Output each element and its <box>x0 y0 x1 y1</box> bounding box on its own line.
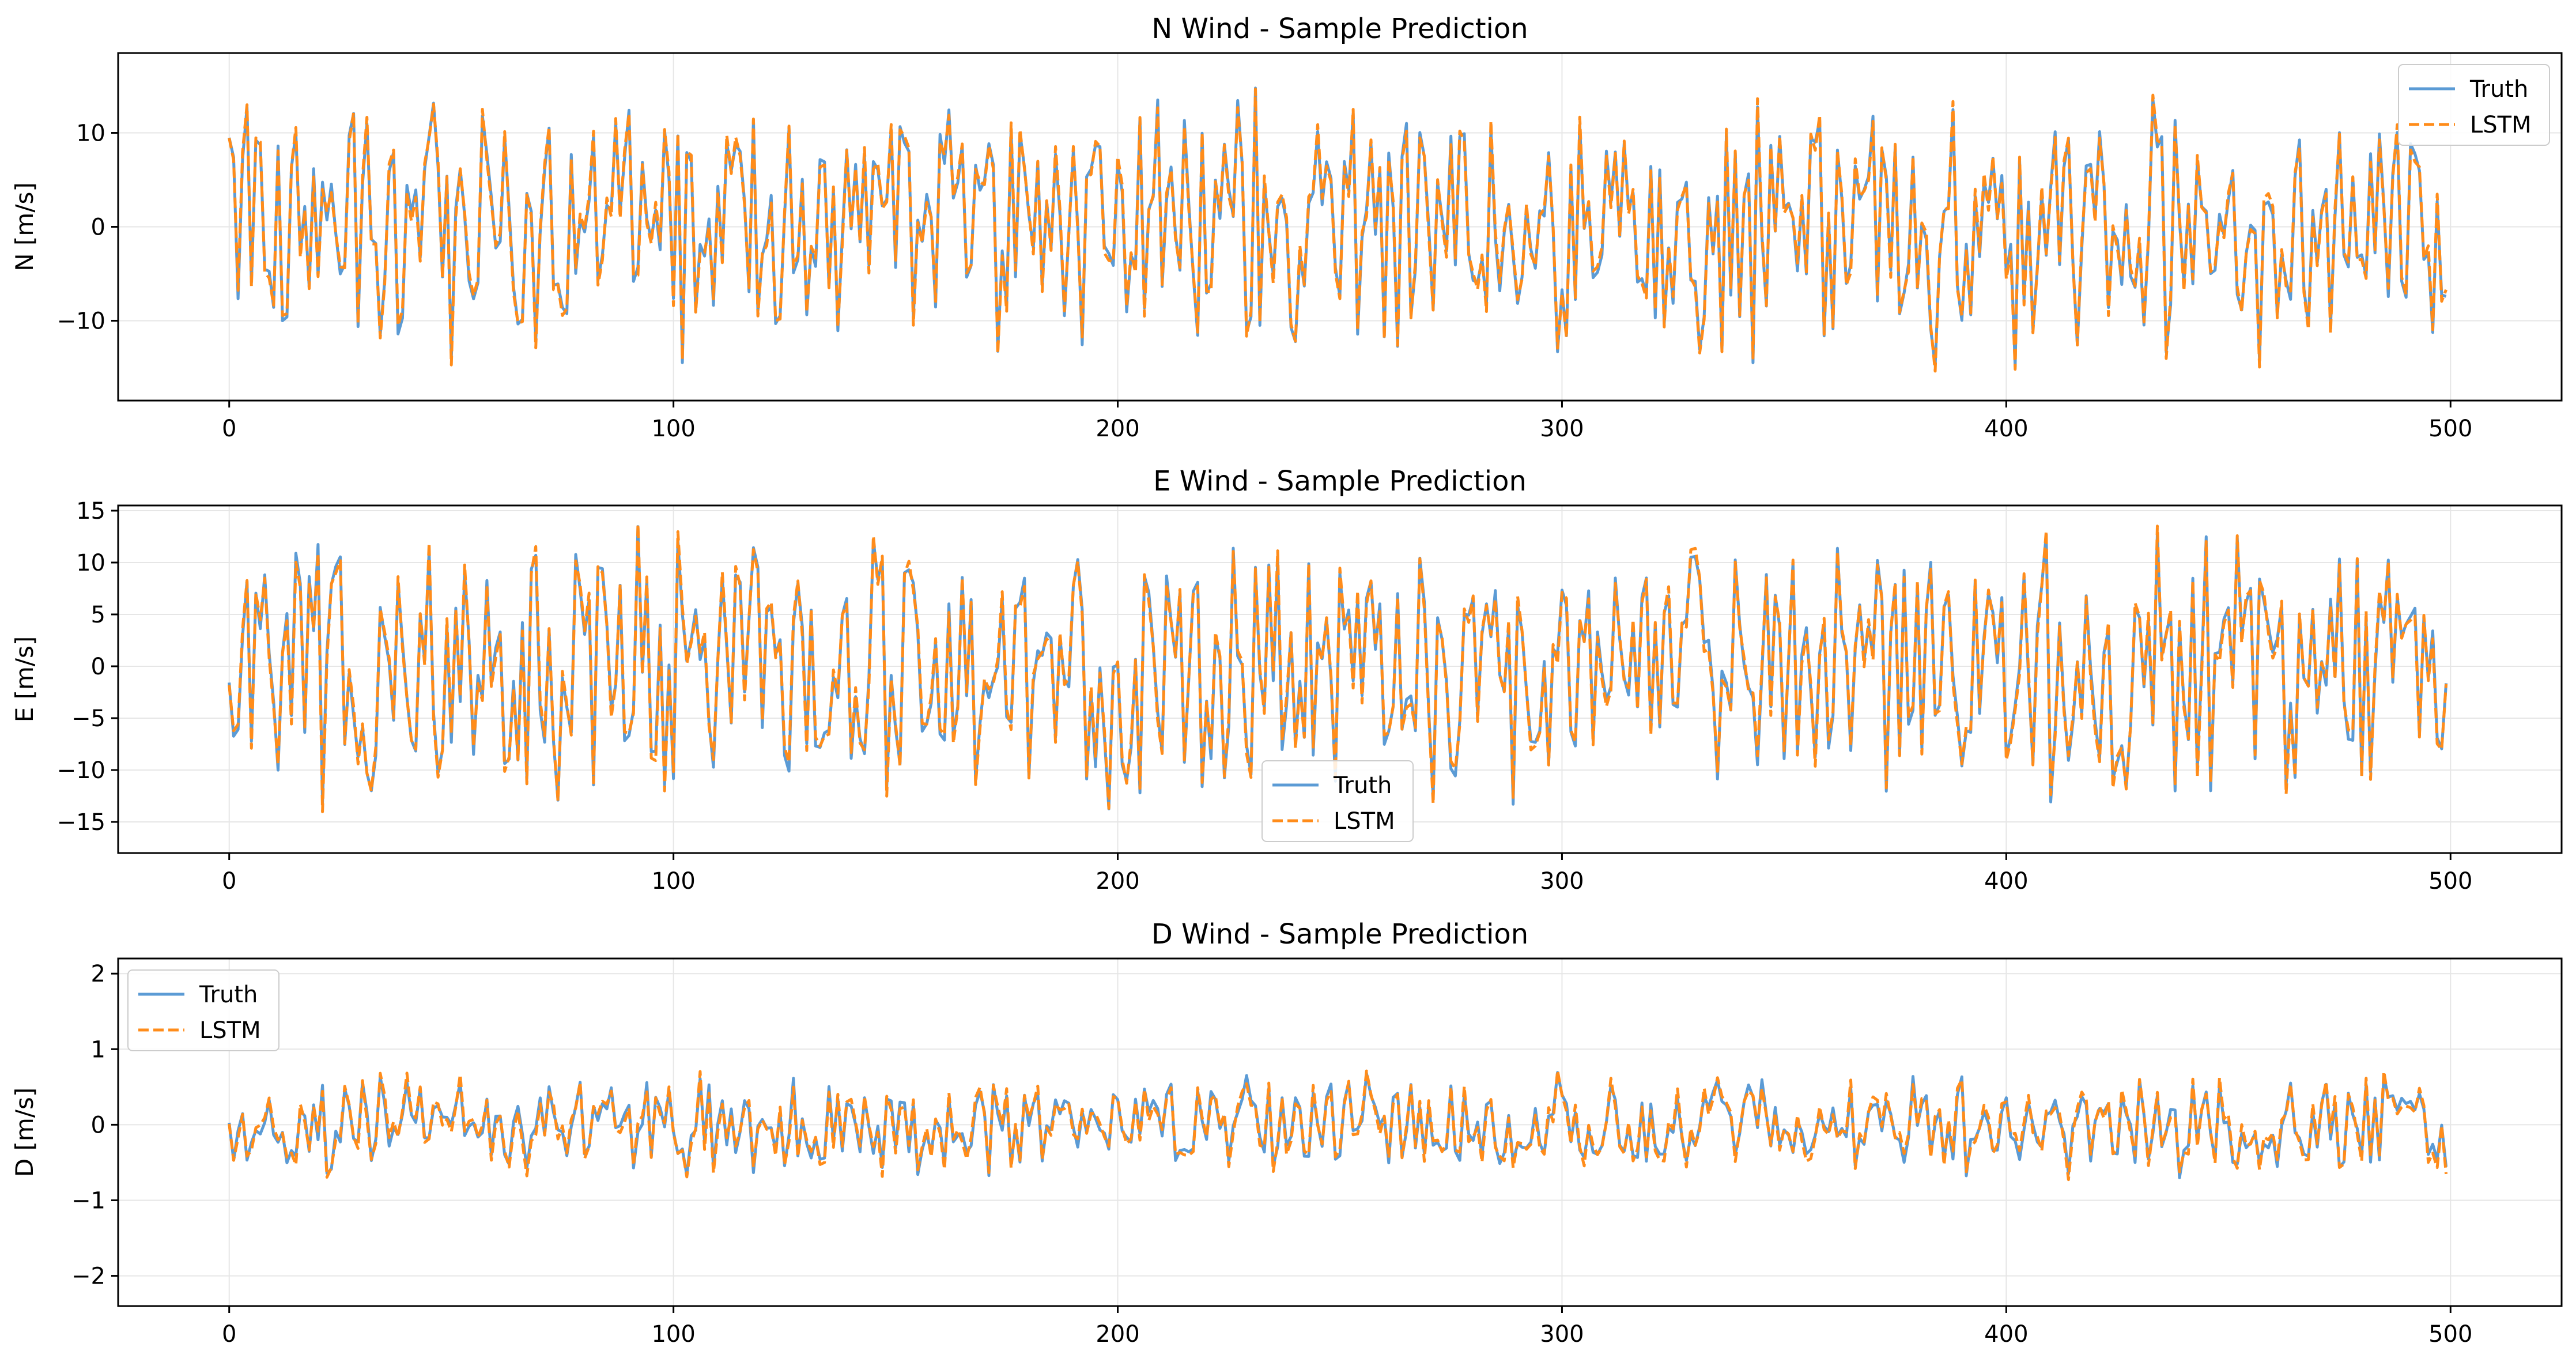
y-tick-label: −1 <box>71 1187 105 1214</box>
x-tick-label: 400 <box>1984 868 2028 895</box>
legend-label-truth: Truth <box>1333 772 1392 799</box>
y-tick-label: 2 <box>91 961 105 987</box>
y-tick-label: 10 <box>76 550 105 576</box>
x-tick-label: 100 <box>651 1321 695 1348</box>
x-tick-label: 100 <box>651 416 695 442</box>
y-tick-label: 0 <box>91 654 105 680</box>
x-tick-label: 400 <box>1984 1321 2028 1348</box>
legend-label-lstm: LSTM <box>1334 808 1395 835</box>
x-tick-label: 200 <box>1096 868 1139 895</box>
x-tick-label: 0 <box>222 1321 236 1348</box>
legend-label-truth: Truth <box>2469 76 2528 103</box>
legend-label-lstm: LSTM <box>199 1017 261 1044</box>
series-line-lstm <box>228 88 2447 373</box>
x-tick-label: 0 <box>222 868 236 895</box>
x-tick-label: 300 <box>1540 1321 1584 1348</box>
y-axis-label: E [m/s] <box>10 636 39 723</box>
legend-box <box>2398 64 2550 146</box>
legend: Truth LSTM <box>127 969 279 1051</box>
legend-box <box>127 969 279 1051</box>
x-tick-label: 300 <box>1540 868 1584 895</box>
x-tick-label: 300 <box>1540 416 1584 442</box>
series-line-lstm <box>228 1069 2448 1182</box>
chart-title: N Wind - Sample Prediction <box>1151 13 1528 45</box>
x-tick-label: 500 <box>2428 416 2472 442</box>
chart-title: E Wind - Sample Prediction <box>1153 465 1527 497</box>
chart-panel-3: 0 100 200 300 400 500 −2 −1 0 1 2 D Wind - Sample P… <box>10 918 2563 1348</box>
x-tick-label: 200 <box>1096 416 1139 442</box>
x-tick-label: 400 <box>1984 416 2028 442</box>
series-line-lstm <box>228 523 2448 813</box>
x-tick-label: 0 <box>222 416 236 442</box>
y-tick-label: −5 <box>71 705 105 732</box>
y-tick-label: 1 <box>91 1036 105 1063</box>
y-tick-label: −10 <box>57 308 105 334</box>
y-tick-label: −15 <box>57 809 105 836</box>
y-tick-label: 0 <box>91 214 105 241</box>
y-axis-label: N [m/s] <box>10 182 39 271</box>
plot-frame <box>117 504 2563 854</box>
legend-label-lstm: LSTM <box>2470 112 2532 138</box>
chart-title: D Wind - Sample Prediction <box>1151 918 1528 950</box>
y-tick-label: 15 <box>76 498 105 524</box>
y-axis-label: D [m/s] <box>10 1088 39 1177</box>
y-tick-label: 0 <box>91 1112 105 1138</box>
x-tick-label: 500 <box>2428 868 2472 895</box>
legend: Truth LSTM <box>1261 760 1414 842</box>
y-tick-label: −10 <box>57 757 105 784</box>
chart-panel-1: 0 100 200 300 400 500 −10 0 10 N Wind - Sample Pr… <box>10 13 2563 442</box>
y-tick-label: 5 <box>91 602 105 628</box>
x-tick-label: 500 <box>2428 1321 2472 1348</box>
y-tick-label: −2 <box>71 1263 105 1290</box>
legend: Truth LSTM <box>2398 64 2550 146</box>
x-tick-label: 200 <box>1096 1321 1139 1348</box>
y-tick-label: 10 <box>76 120 105 147</box>
legend-label-truth: Truth <box>199 982 258 1008</box>
x-tick-label: 100 <box>651 868 695 895</box>
legend-box <box>1261 760 1414 842</box>
plot-frame <box>117 957 2563 1307</box>
chart-panel-2: 0 100 200 300 400 500 −15 −10 −5 0 5 10 15 E Wind - S… <box>10 465 2563 895</box>
